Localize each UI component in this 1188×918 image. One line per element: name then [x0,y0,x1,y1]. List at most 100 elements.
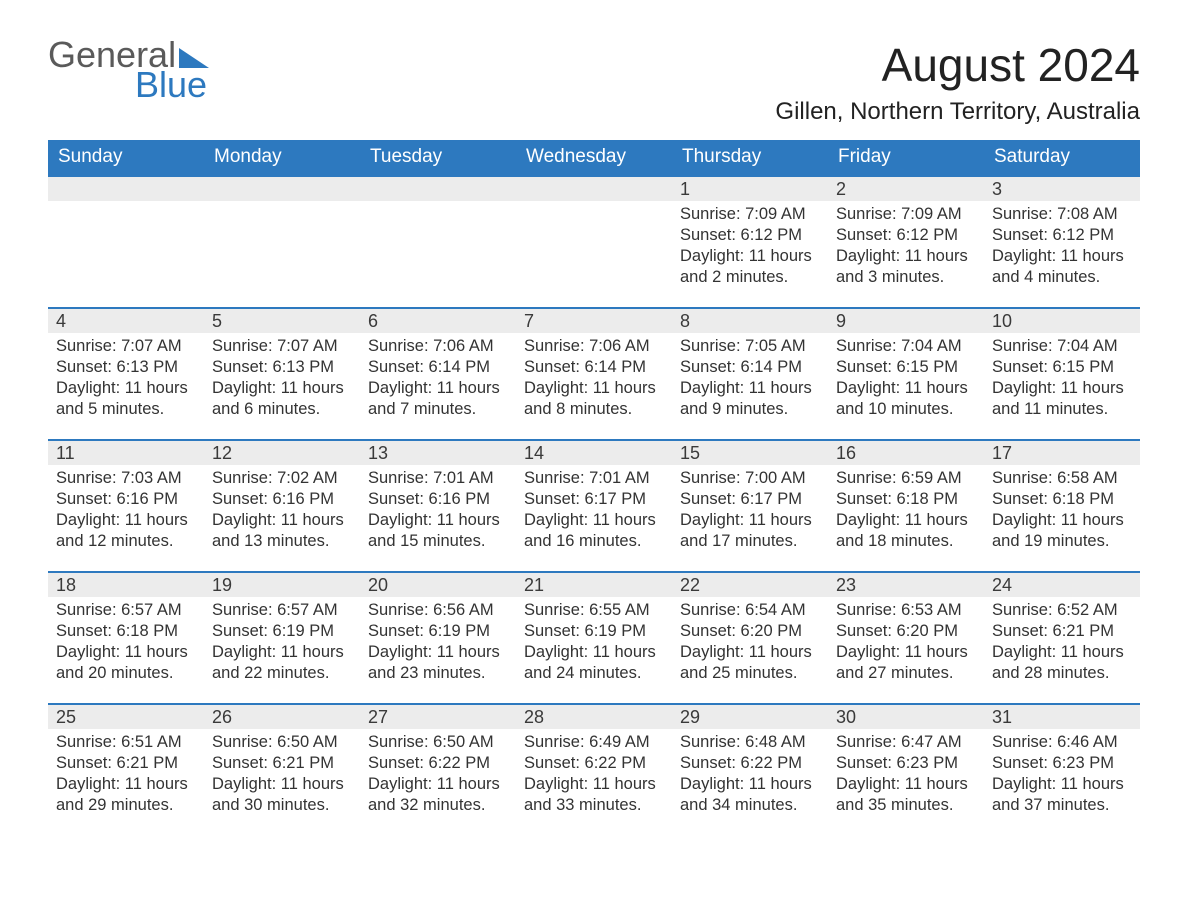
sunrise-line: Sunrise: 7:00 AM [680,468,820,489]
calendar-day-cell: 3Sunrise: 7:08 AMSunset: 6:12 PMDaylight… [984,176,1140,308]
sunrise-line: Sunrise: 7:07 AM [56,336,196,357]
calendar-week-row: 1Sunrise: 7:09 AMSunset: 6:12 PMDaylight… [48,176,1140,308]
day-details: Sunrise: 6:50 AMSunset: 6:21 PMDaylight:… [204,729,360,820]
day-number: 8 [672,309,828,333]
daylight-line: Daylight: 11 hours and 28 minutes. [992,642,1132,684]
calendar-day-cell [516,176,672,308]
daylight-line: Daylight: 11 hours and 33 minutes. [524,774,664,816]
daylight-line: Daylight: 11 hours and 29 minutes. [56,774,196,816]
daylight-line: Daylight: 11 hours and 13 minutes. [212,510,352,552]
day-details: Sunrise: 6:49 AMSunset: 6:22 PMDaylight:… [516,729,672,820]
calendar-day-cell: 4Sunrise: 7:07 AMSunset: 6:13 PMDaylight… [48,308,204,440]
sunset-line: Sunset: 6:19 PM [368,621,508,642]
sunset-line: Sunset: 6:14 PM [524,357,664,378]
calendar-body: 1Sunrise: 7:09 AMSunset: 6:12 PMDaylight… [48,176,1140,836]
daylight-line: Daylight: 11 hours and 23 minutes. [368,642,508,684]
daylight-line: Daylight: 11 hours and 34 minutes. [680,774,820,816]
weekday-header: Sunday [48,140,204,176]
day-number: 4 [48,309,204,333]
day-details: Sunrise: 7:03 AMSunset: 6:16 PMDaylight:… [48,465,204,556]
calendar-page: General Blue August 2024 Gillen, Norther… [0,0,1188,876]
sunrise-line: Sunrise: 7:04 AM [836,336,976,357]
day-number: 23 [828,573,984,597]
day-details: Sunrise: 6:46 AMSunset: 6:23 PMDaylight:… [984,729,1140,820]
day-number: 22 [672,573,828,597]
weekday-header: Saturday [984,140,1140,176]
day-number: 7 [516,309,672,333]
day-details: Sunrise: 7:00 AMSunset: 6:17 PMDaylight:… [672,465,828,556]
sunrise-line: Sunrise: 6:59 AM [836,468,976,489]
day-number: 25 [48,705,204,729]
sunrise-line: Sunrise: 7:03 AM [56,468,196,489]
logo-triangle-icon [179,48,209,68]
sunrise-line: Sunrise: 6:53 AM [836,600,976,621]
daylight-line: Daylight: 11 hours and 27 minutes. [836,642,976,684]
sunset-line: Sunset: 6:21 PM [56,753,196,774]
daylight-line: Daylight: 11 hours and 37 minutes. [992,774,1132,816]
calendar-day-cell: 26Sunrise: 6:50 AMSunset: 6:21 PMDayligh… [204,704,360,836]
day-details: Sunrise: 6:47 AMSunset: 6:23 PMDaylight:… [828,729,984,820]
calendar-day-cell: 11Sunrise: 7:03 AMSunset: 6:16 PMDayligh… [48,440,204,572]
sunset-line: Sunset: 6:15 PM [836,357,976,378]
sunset-line: Sunset: 6:21 PM [992,621,1132,642]
calendar-day-cell: 2Sunrise: 7:09 AMSunset: 6:12 PMDaylight… [828,176,984,308]
daylight-line: Daylight: 11 hours and 2 minutes. [680,246,820,288]
day-number: 1 [672,177,828,201]
calendar-day-cell: 1Sunrise: 7:09 AMSunset: 6:12 PMDaylight… [672,176,828,308]
day-number: 24 [984,573,1140,597]
calendar-day-cell: 5Sunrise: 7:07 AMSunset: 6:13 PMDaylight… [204,308,360,440]
calendar-day-cell [360,176,516,308]
logo-text-blue: Blue [135,68,207,102]
day-details: Sunrise: 7:08 AMSunset: 6:12 PMDaylight:… [984,201,1140,292]
day-number: 16 [828,441,984,465]
calendar-day-cell: 25Sunrise: 6:51 AMSunset: 6:21 PMDayligh… [48,704,204,836]
day-details: Sunrise: 6:52 AMSunset: 6:21 PMDaylight:… [984,597,1140,688]
sunrise-line: Sunrise: 6:48 AM [680,732,820,753]
sunset-line: Sunset: 6:18 PM [56,621,196,642]
day-number: 28 [516,705,672,729]
day-details: Sunrise: 7:04 AMSunset: 6:15 PMDaylight:… [828,333,984,424]
sunrise-line: Sunrise: 7:01 AM [524,468,664,489]
day-details: Sunrise: 7:09 AMSunset: 6:12 PMDaylight:… [828,201,984,292]
day-number: 15 [672,441,828,465]
sunrise-line: Sunrise: 6:55 AM [524,600,664,621]
weekday-header: Tuesday [360,140,516,176]
weekday-row: SundayMondayTuesdayWednesdayThursdayFrid… [48,140,1140,176]
daylight-line: Daylight: 11 hours and 8 minutes. [524,378,664,420]
sunset-line: Sunset: 6:23 PM [836,753,976,774]
calendar-week-row: 4Sunrise: 7:07 AMSunset: 6:13 PMDaylight… [48,308,1140,440]
daylight-line: Daylight: 11 hours and 3 minutes. [836,246,976,288]
day-number: 3 [984,177,1140,201]
calendar-day-cell: 9Sunrise: 7:04 AMSunset: 6:15 PMDaylight… [828,308,984,440]
day-number: 26 [204,705,360,729]
day-details: Sunrise: 6:59 AMSunset: 6:18 PMDaylight:… [828,465,984,556]
day-details: Sunrise: 7:06 AMSunset: 6:14 PMDaylight:… [516,333,672,424]
day-number [360,177,516,201]
daylight-line: Daylight: 11 hours and 25 minutes. [680,642,820,684]
sunset-line: Sunset: 6:17 PM [524,489,664,510]
calendar-week-row: 11Sunrise: 7:03 AMSunset: 6:16 PMDayligh… [48,440,1140,572]
calendar-day-cell: 23Sunrise: 6:53 AMSunset: 6:20 PMDayligh… [828,572,984,704]
sunset-line: Sunset: 6:14 PM [680,357,820,378]
sunset-line: Sunset: 6:22 PM [368,753,508,774]
day-number: 29 [672,705,828,729]
calendar-day-cell: 15Sunrise: 7:00 AMSunset: 6:17 PMDayligh… [672,440,828,572]
sunset-line: Sunset: 6:19 PM [524,621,664,642]
day-number [516,177,672,201]
logo-line1: General [48,38,209,72]
daylight-line: Daylight: 11 hours and 15 minutes. [368,510,508,552]
day-details: Sunrise: 6:56 AMSunset: 6:19 PMDaylight:… [360,597,516,688]
weekday-header: Friday [828,140,984,176]
daylight-line: Daylight: 11 hours and 17 minutes. [680,510,820,552]
calendar-day-cell: 22Sunrise: 6:54 AMSunset: 6:20 PMDayligh… [672,572,828,704]
sunset-line: Sunset: 6:17 PM [680,489,820,510]
sunset-line: Sunset: 6:13 PM [212,357,352,378]
calendar-day-cell: 6Sunrise: 7:06 AMSunset: 6:14 PMDaylight… [360,308,516,440]
sunrise-line: Sunrise: 7:04 AM [992,336,1132,357]
day-number: 5 [204,309,360,333]
day-number: 21 [516,573,672,597]
location-subtitle: Gillen, Northern Territory, Australia [775,98,1140,126]
day-number: 27 [360,705,516,729]
sunrise-line: Sunrise: 7:07 AM [212,336,352,357]
day-details: Sunrise: 7:05 AMSunset: 6:14 PMDaylight:… [672,333,828,424]
